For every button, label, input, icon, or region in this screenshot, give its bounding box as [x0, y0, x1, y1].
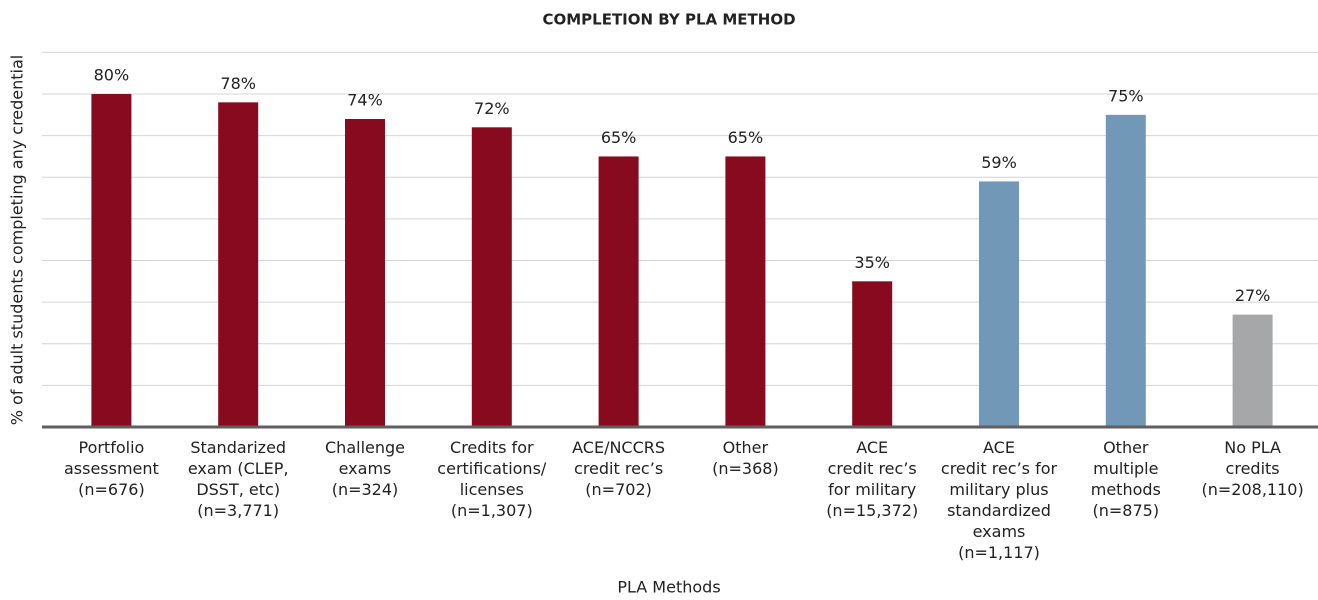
- data-label: 65%: [601, 128, 637, 147]
- x-tick-label-line: military plus: [949, 480, 1048, 499]
- x-tick-label-line: (n=368): [712, 459, 779, 478]
- x-axis-label: PLA Methods: [617, 578, 720, 597]
- x-tick-label-line: exams: [339, 459, 392, 478]
- x-tick-label-line: certifications/: [437, 459, 547, 478]
- x-tick-label-line: licenses: [460, 480, 524, 499]
- bar: [1232, 314, 1273, 427]
- bar: [852, 281, 893, 427]
- bar: [471, 127, 512, 427]
- x-tick-label: Portfolio assessment (n=676): [64, 438, 159, 499]
- x-tick-label-line: for military: [828, 480, 916, 499]
- data-label: 65%: [728, 128, 764, 147]
- data-label: 75%: [1108, 86, 1144, 105]
- x-tick-label-line: ACE: [856, 438, 888, 457]
- x-tick-label-line: Portfolio: [78, 438, 144, 457]
- chart-title: COMPLETION BY PLA METHOD: [542, 11, 795, 29]
- x-tick-label-line: exams: [973, 522, 1026, 541]
- x-tick-label-line: ACE: [983, 438, 1015, 457]
- x-tick-label-line: methods: [1091, 480, 1161, 499]
- data-label: 72%: [474, 99, 510, 118]
- bar: [91, 94, 132, 428]
- x-tick-label-line: multiple: [1093, 459, 1158, 478]
- x-tick-label-line: (n=15,372): [826, 501, 918, 520]
- x-tick-label-line: DSST, etc): [196, 480, 280, 499]
- x-tick-label-line: ACE/NCCRS: [572, 438, 665, 457]
- x-tick-label-line: assessment: [64, 459, 159, 478]
- x-tick-label-line: (n=3,771): [197, 501, 279, 520]
- bar: [725, 156, 766, 427]
- x-tick-label-line: Other: [723, 438, 769, 457]
- y-axis-label: % of adult students completing any crede…: [8, 55, 27, 425]
- x-tick-label: ACE credit rec’s for military plus standard…: [941, 438, 1058, 562]
- x-tick-label: No PLA credits (n=208,110): [1201, 438, 1303, 499]
- x-tick-label-line: exam (CLEP,: [188, 459, 289, 478]
- bar: [1105, 114, 1146, 427]
- x-tick-label-line: credit rec’s: [574, 459, 663, 478]
- x-tick-label: Standarized exam (CLEP, DSST, etc) (n=3,771…: [188, 438, 289, 520]
- data-label: 27%: [1235, 286, 1271, 305]
- x-tick-label-line: (n=324): [332, 480, 399, 499]
- x-tick-label: Other (n=368): [712, 438, 779, 478]
- x-tick-label-line: standardized: [947, 501, 1051, 520]
- x-tick-label-line: Credits for: [450, 438, 534, 457]
- x-tick-label-line: (n=702): [585, 480, 652, 499]
- x-tick-label-line: Challenge: [325, 438, 405, 457]
- bar: [598, 156, 639, 427]
- data-label: 80%: [94, 66, 130, 85]
- x-tick-label: ACE credit rec’s for military (n=15,372): [826, 438, 918, 520]
- data-label: 74%: [347, 90, 383, 109]
- x-tick-label-line: Other: [1103, 438, 1149, 457]
- bar: [218, 102, 259, 427]
- data-label: 78%: [220, 74, 256, 93]
- x-tick-label: Credits for certifications/licenses (n=1,3…: [437, 438, 547, 520]
- data-label: 35%: [854, 253, 890, 272]
- x-tick-label-line: (n=208,110): [1201, 480, 1303, 499]
- x-tick-label-line: (n=676): [78, 480, 145, 499]
- bar: [979, 181, 1019, 427]
- x-tick-label-line: (n=1,117): [958, 543, 1040, 562]
- x-tick-label-line: Standarized: [190, 438, 286, 457]
- x-tick-label: Other multiple methods (n=875): [1091, 438, 1161, 520]
- bar: [345, 118, 385, 428]
- x-tick-label-line: credit rec’s: [828, 459, 917, 478]
- x-tick-label-line: (n=1,307): [451, 501, 533, 520]
- x-tick-label: Challenge exams (n=324): [325, 438, 405, 499]
- x-tick-label: ACE/NCCRS credit rec’s (n=702): [572, 438, 665, 499]
- x-tick-label-line: credit rec’s for: [941, 459, 1058, 478]
- x-tick-label-line: No PLA: [1224, 438, 1281, 457]
- x-tick-label-line: credits: [1226, 459, 1280, 478]
- data-label: 59%: [981, 153, 1017, 172]
- x-tick-label-line: (n=875): [1093, 501, 1160, 520]
